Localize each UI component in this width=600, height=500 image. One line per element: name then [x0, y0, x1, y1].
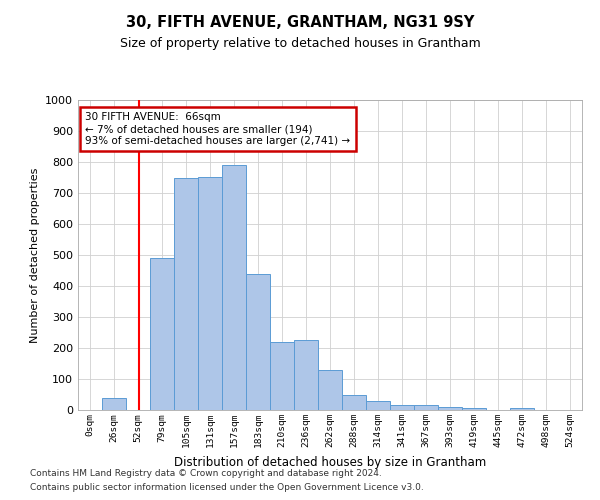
Bar: [270, 342, 294, 410]
Bar: [462, 408, 486, 410]
Bar: [174, 178, 198, 410]
Text: Contains public sector information licensed under the Open Government Licence v3: Contains public sector information licen…: [30, 484, 424, 492]
Bar: [342, 394, 366, 410]
Bar: [294, 340, 318, 410]
Bar: [102, 398, 126, 410]
Bar: [366, 402, 390, 410]
Bar: [246, 274, 270, 410]
Text: 30, FIFTH AVENUE, GRANTHAM, NG31 9SY: 30, FIFTH AVENUE, GRANTHAM, NG31 9SY: [126, 15, 474, 30]
Bar: [414, 406, 438, 410]
Bar: [438, 407, 462, 410]
Bar: [510, 408, 534, 410]
Bar: [318, 370, 342, 410]
Bar: [150, 258, 174, 410]
Text: 30 FIFTH AVENUE:  66sqm
← 7% of detached houses are smaller (194)
93% of semi-de: 30 FIFTH AVENUE: 66sqm ← 7% of detached …: [85, 112, 350, 146]
Bar: [198, 177, 222, 410]
Text: Contains HM Land Registry data © Crown copyright and database right 2024.: Contains HM Land Registry data © Crown c…: [30, 468, 382, 477]
Bar: [390, 405, 414, 410]
X-axis label: Distribution of detached houses by size in Grantham: Distribution of detached houses by size …: [174, 456, 486, 468]
Text: Size of property relative to detached houses in Grantham: Size of property relative to detached ho…: [119, 38, 481, 51]
Y-axis label: Number of detached properties: Number of detached properties: [29, 168, 40, 342]
Bar: [222, 165, 246, 410]
